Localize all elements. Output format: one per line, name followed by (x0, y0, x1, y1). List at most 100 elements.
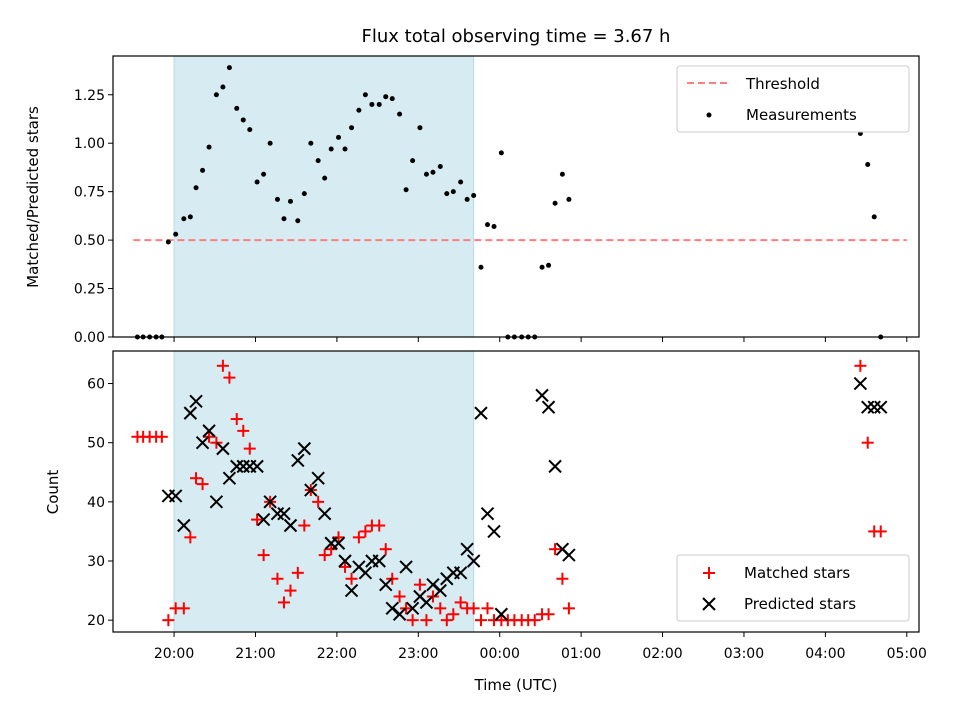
bottom-y-axis-label: Count (44, 470, 62, 515)
measurement-point (349, 125, 355, 131)
predicted-star-point (183, 406, 198, 420)
measurement-point (213, 92, 219, 98)
measurement-point (458, 179, 464, 185)
matched-star-point (237, 424, 250, 437)
predicted-star-point (317, 506, 332, 521)
predicted-star-point (874, 400, 888, 414)
predicted-star-point (216, 441, 230, 456)
predicted-star-point (250, 459, 264, 474)
measurement-point (315, 158, 321, 164)
measurement-point (485, 222, 491, 228)
measurement-point (254, 179, 260, 185)
matched-star-point (177, 602, 190, 615)
bottom-x-tick-label: 22:00 (317, 646, 357, 662)
matched-star-point (203, 430, 216, 443)
figure-title: Flux total observing time = 3.67 h (362, 26, 671, 47)
predicted-star-point (474, 406, 488, 420)
bottom-y-tick-label: 30 (87, 554, 105, 570)
bottom-x-tick-label: 23:00 (398, 646, 438, 662)
matched-star-point (874, 525, 887, 538)
matched-star-point (243, 442, 256, 455)
matched-star-point (196, 478, 209, 491)
measurement-point (362, 92, 368, 98)
top-y-tick-label: 0.50 (74, 233, 105, 249)
measurement-point (437, 163, 443, 169)
matched-star-point (223, 371, 236, 384)
bottom-x-tick-label: 04:00 (805, 646, 845, 662)
predicted-star-point (270, 506, 285, 521)
matched-star-point (406, 614, 419, 627)
matched-star-point (230, 413, 243, 426)
matched-star-point (216, 359, 229, 372)
predicted-star-point (419, 595, 434, 610)
predicted-star-point (548, 459, 562, 474)
measurement-point (165, 239, 171, 245)
predicted-star-point (480, 506, 495, 521)
predicted-star-point (209, 495, 224, 509)
predicted-star-point (453, 566, 468, 580)
legend-matched-swatch (703, 567, 715, 579)
matched-star-point (184, 531, 197, 544)
measurement-point (181, 216, 187, 222)
matched-star-point (312, 495, 325, 508)
matched-star-point (393, 590, 406, 603)
measurement-point (342, 146, 348, 152)
top-panel: 0.00 0.25 0.50 0.75 1.00 1.25 Matched/Predict… (24, 55, 920, 346)
measurement-point (423, 171, 429, 177)
predicted-star-point (263, 495, 277, 509)
predicted-star-point (392, 607, 407, 621)
predicted-star-point (202, 424, 216, 438)
measurement-point (369, 101, 375, 107)
measurement-point (240, 117, 246, 123)
predicted-star-point (541, 400, 556, 414)
measurement-point (281, 216, 287, 222)
measurement-point (383, 94, 389, 100)
measurement-point (247, 127, 253, 133)
top-axes-frame (112, 55, 920, 338)
bottom-x-tick-label: 05:00 (887, 646, 927, 662)
predicted-star-point (311, 471, 325, 485)
matched-star-point (420, 614, 433, 627)
matched-star-point (257, 549, 270, 562)
top-y-tick-label: 0.00 (74, 330, 105, 346)
matched-star-point (325, 543, 338, 556)
measurement-point (261, 171, 267, 177)
bottom-x-tick-label: 00:00 (480, 646, 520, 662)
matched-star-point (284, 584, 297, 597)
measurement-point (403, 187, 409, 193)
measurement-point (464, 196, 470, 202)
measurement-point (267, 140, 273, 146)
top-y-tick-label: 0.75 (74, 185, 105, 201)
measurement-point (234, 105, 240, 111)
matched-star-point (454, 596, 467, 609)
matched-star-point (426, 590, 439, 603)
legend-measurements-label: Measurements (746, 106, 857, 124)
matched-star-point (352, 531, 365, 544)
top-x-ticks (173, 337, 908, 342)
predicted-star-point (277, 506, 291, 521)
predicted-star-point (494, 607, 509, 621)
predicted-star-point (195, 435, 210, 450)
measurement-point (546, 262, 552, 268)
matched-star-point (440, 614, 453, 627)
measurement-point (336, 134, 342, 140)
matched-star-point (467, 602, 480, 615)
top-legend-box (676, 65, 910, 133)
predicted-star-point (562, 548, 576, 562)
matched-star-point (549, 543, 562, 556)
matched-star-point (345, 572, 358, 585)
measurement-point (322, 175, 328, 181)
predicted-star-point (861, 400, 875, 414)
measurement-point (200, 167, 206, 173)
bottom-y-tick-label: 50 (87, 436, 105, 452)
legend-predicted-swatch (702, 597, 716, 611)
matched-star-point (291, 566, 304, 579)
bottom-x-tick-label: 01:00 (561, 646, 601, 662)
bottom-legend-box (676, 554, 910, 622)
measurement-point (193, 185, 199, 191)
matched-star-point (332, 531, 345, 544)
legend-predicted-label: Predicted stars (744, 595, 856, 613)
measurement-point (444, 191, 450, 197)
matched-star-point (210, 436, 223, 449)
